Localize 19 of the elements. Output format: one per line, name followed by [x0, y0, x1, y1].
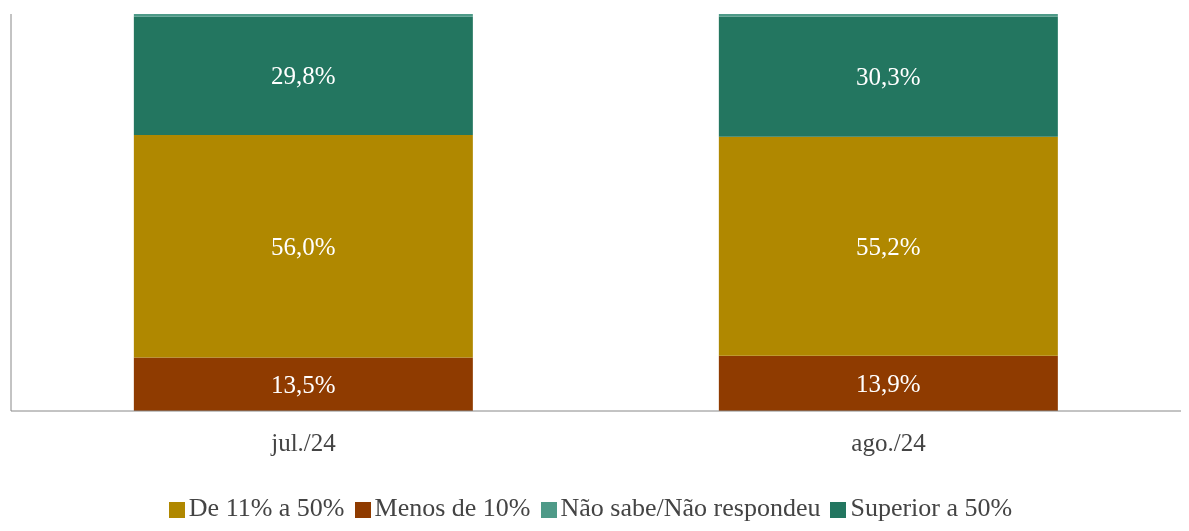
x-tick-label: jul./24 — [270, 428, 337, 456]
bar — [718, 16, 1058, 137]
bar — [133, 357, 473, 411]
legend-label: Menos de 10% — [374, 493, 531, 522]
data-label: 13,9% — [856, 369, 921, 397]
legend-label: De 11% a 50% — [188, 493, 345, 522]
bar — [718, 136, 1058, 356]
bar — [133, 14, 473, 17]
data-label: 29,8% — [271, 62, 336, 90]
x-tick-label: ago./24 — [851, 428, 927, 456]
data-label: 56,0% — [271, 232, 336, 260]
data-label: 13,5% — [271, 370, 336, 398]
data-label: 55,2% — [856, 232, 921, 260]
legend-label: Superior a 50% — [850, 493, 1013, 522]
data-label: 30,3% — [856, 63, 921, 91]
legend-label: Não sabe/Não respondeu — [560, 493, 821, 522]
bar — [133, 135, 473, 358]
bar — [133, 16, 473, 136]
bar — [718, 355, 1058, 411]
